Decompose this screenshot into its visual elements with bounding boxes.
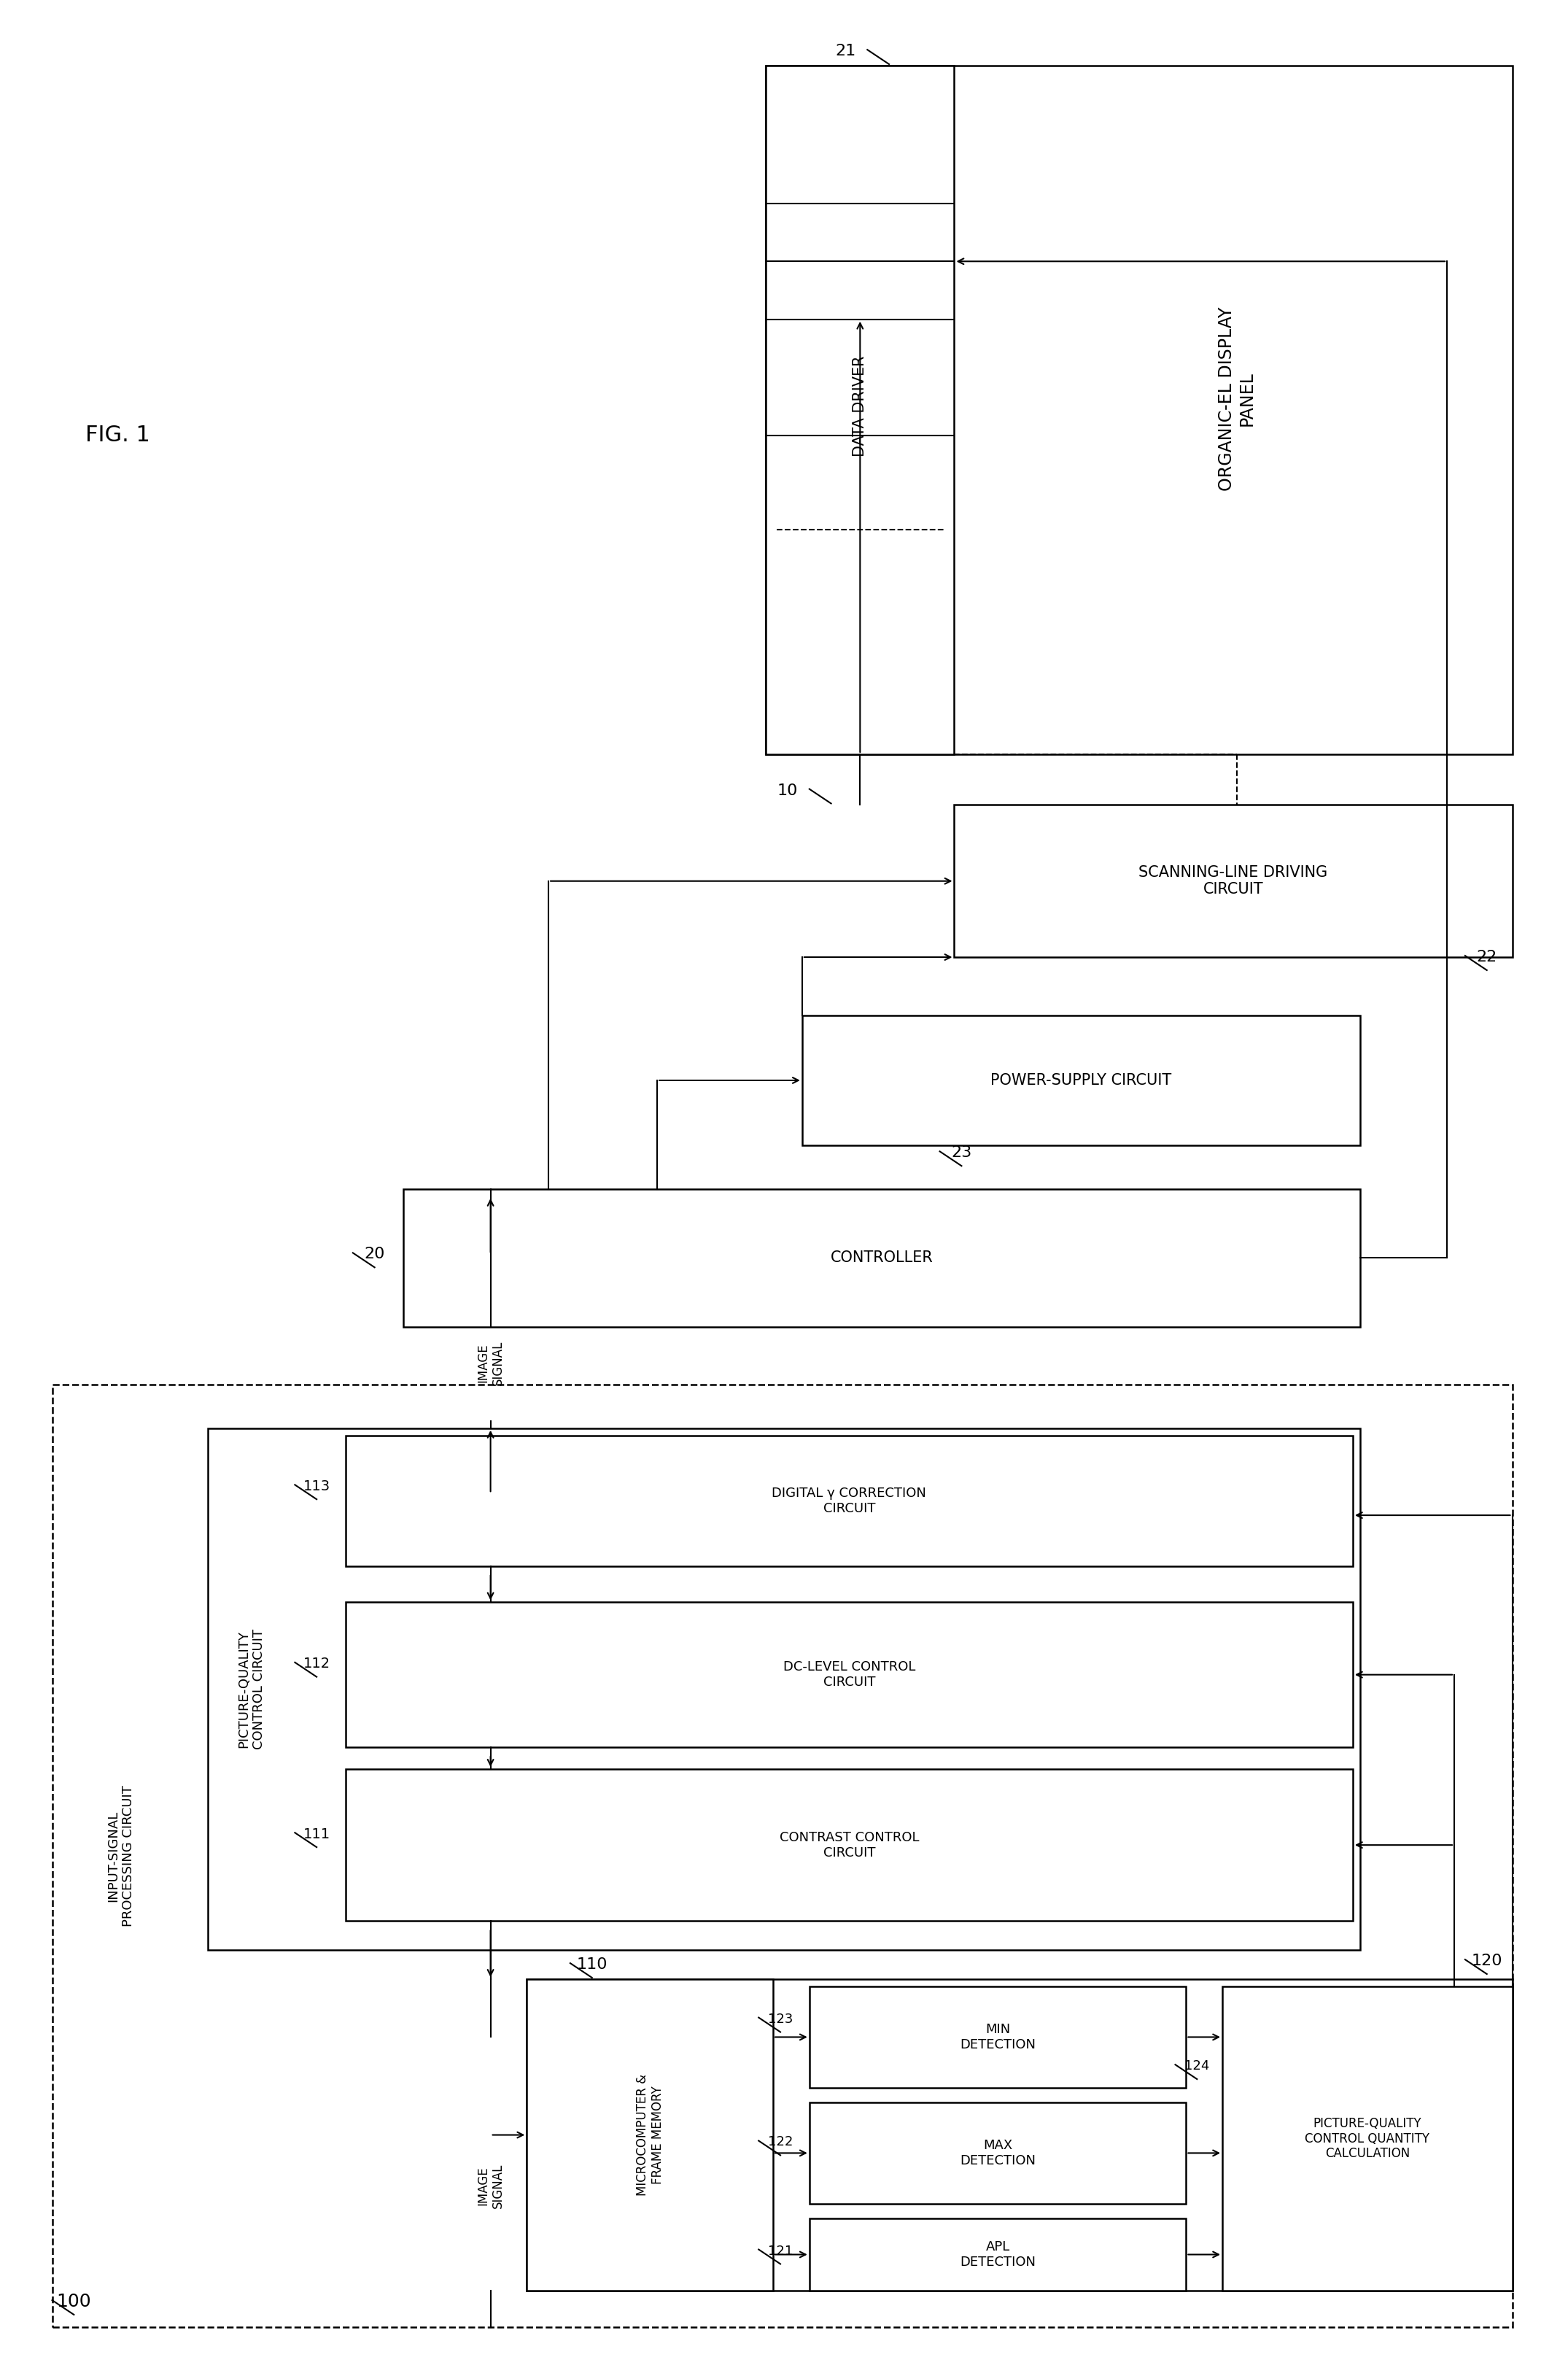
Text: DATA DRIVER: DATA DRIVER [853, 356, 867, 456]
Text: 22: 22 [1477, 950, 1497, 965]
Text: 111: 111 [303, 1827, 331, 1841]
Bar [345, 1435, 1353, 1566]
Text: 21: 21 [836, 43, 856, 59]
Text: 120: 120 [1471, 1953, 1502, 1967]
Text: 112: 112 [303, 1656, 331, 1670]
Bar [955, 805, 1512, 958]
Bar [809, 2219, 1185, 2290]
Text: IMAGE
SIGNAL: IMAGE SIGNAL [477, 2162, 505, 2207]
Text: 123: 123 [768, 2012, 793, 2027]
Bar [765, 67, 1512, 753]
Text: ORGANIC-EL DISPLAY
PANEL: ORGANIC-EL DISPLAY PANEL [1218, 307, 1256, 492]
Bar [765, 67, 955, 753]
Text: 20: 20 [364, 1247, 386, 1262]
Text: SCANNING-LINE DRIVING
CIRCUIT: SCANNING-LINE DRIVING CIRCUIT [1138, 865, 1328, 896]
Text: 10: 10 [778, 784, 798, 798]
Bar [527, 1979, 1512, 2290]
Text: 122: 122 [768, 2136, 793, 2148]
Text: 124: 124 [1184, 2060, 1209, 2072]
Bar [1223, 1986, 1512, 2290]
Text: 23: 23 [952, 1145, 972, 1159]
Text: CONTROLLER: CONTROLLER [831, 1250, 933, 1266]
Text: IMAGE
SIGNAL: IMAGE SIGNAL [477, 1340, 505, 1385]
Text: DC-LEVEL CONTROL
CIRCUIT: DC-LEVEL CONTROL CIRCUIT [782, 1661, 916, 1689]
Bar [803, 1015, 1359, 1145]
Bar [809, 2103, 1185, 2205]
Text: POWER-SUPPLY CIRCUIT: POWER-SUPPLY CIRCUIT [991, 1074, 1171, 1088]
Text: FIG. 1: FIG. 1 [85, 425, 151, 447]
Bar [209, 1428, 1359, 1951]
Text: MIN
DETECTION: MIN DETECTION [960, 2022, 1036, 2050]
Text: PICTURE-QUALITY
CONTROL CIRCUIT: PICTURE-QUALITY CONTROL CIRCUIT [237, 1630, 265, 1749]
Bar [52, 1385, 1512, 2326]
Bar [527, 1979, 773, 2290]
Text: MAX
DETECTION: MAX DETECTION [960, 2138, 1036, 2167]
Text: 113: 113 [303, 1480, 331, 1492]
Bar [345, 1601, 1353, 1746]
Text: DIGITAL γ CORRECTION
CIRCUIT: DIGITAL γ CORRECTION CIRCUIT [771, 1487, 927, 1516]
Bar [809, 1986, 1185, 2089]
Bar [345, 1768, 1353, 1922]
Text: APL
DETECTION: APL DETECTION [960, 2241, 1036, 2269]
Text: CONTRAST CONTROL
CIRCUIT: CONTRAST CONTROL CIRCUIT [779, 1832, 919, 1858]
Bar [403, 1188, 1359, 1326]
Text: 121: 121 [768, 2245, 793, 2257]
Text: MICROCOMPUTER &
FRAME MEMORY: MICROCOMPUTER & FRAME MEMORY [635, 2074, 665, 2195]
Text: 110: 110 [577, 1958, 607, 1972]
Text: 100: 100 [56, 2293, 91, 2309]
Text: PICTURE-QUALITY
CONTROL QUANTITY
CALCULATION: PICTURE-QUALITY CONTROL QUANTITY CALCULA… [1305, 2117, 1430, 2160]
Text: INPUT-SIGNAL
PROCESSING CIRCUIT: INPUT-SIGNAL PROCESSING CIRCUIT [107, 1784, 135, 1927]
